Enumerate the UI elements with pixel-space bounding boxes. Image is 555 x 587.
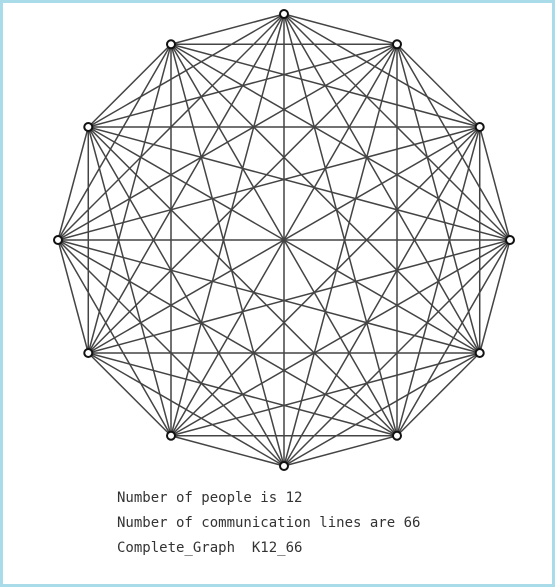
edge [396,43,481,128]
edge [87,44,172,354]
edge [283,13,398,436]
edge [87,126,172,436]
edge [283,13,398,46]
info-line: Number of people is 12 [117,490,303,506]
node [279,461,289,471]
edge [170,434,285,467]
edge [283,434,398,467]
edge [170,44,285,467]
node [505,235,515,245]
edge [57,239,398,437]
edge [88,239,511,354]
edge [57,239,90,354]
edge [57,126,480,241]
edge [87,126,398,437]
edge [87,352,172,437]
node [392,39,402,50]
edge [87,43,172,128]
edge [396,352,481,437]
info-line: Number of communication lines are 66 [117,515,421,531]
info-text: Number of people is 12 Number of communi… [117,486,420,561]
edge [170,13,285,46]
graph [53,9,515,471]
edge [283,44,398,467]
node [166,430,176,441]
node [166,39,176,50]
edge [170,13,285,436]
edge [170,43,481,354]
edge [57,43,172,241]
edge [87,43,398,354]
edge [478,126,511,241]
node [474,348,485,358]
edge [87,126,285,467]
node [53,235,63,245]
edge [170,43,511,241]
edge [57,239,172,437]
edge [170,126,481,437]
node [392,430,402,441]
edge [478,239,511,354]
node [83,348,94,358]
edge [87,352,285,467]
node [83,122,94,132]
info-line: Complete_Graph K12_66 [117,540,303,556]
edge [88,126,511,241]
edge [57,126,90,241]
node [279,9,289,19]
edge [57,239,480,354]
edge [170,43,398,437]
node [474,122,485,132]
edge [170,43,480,128]
